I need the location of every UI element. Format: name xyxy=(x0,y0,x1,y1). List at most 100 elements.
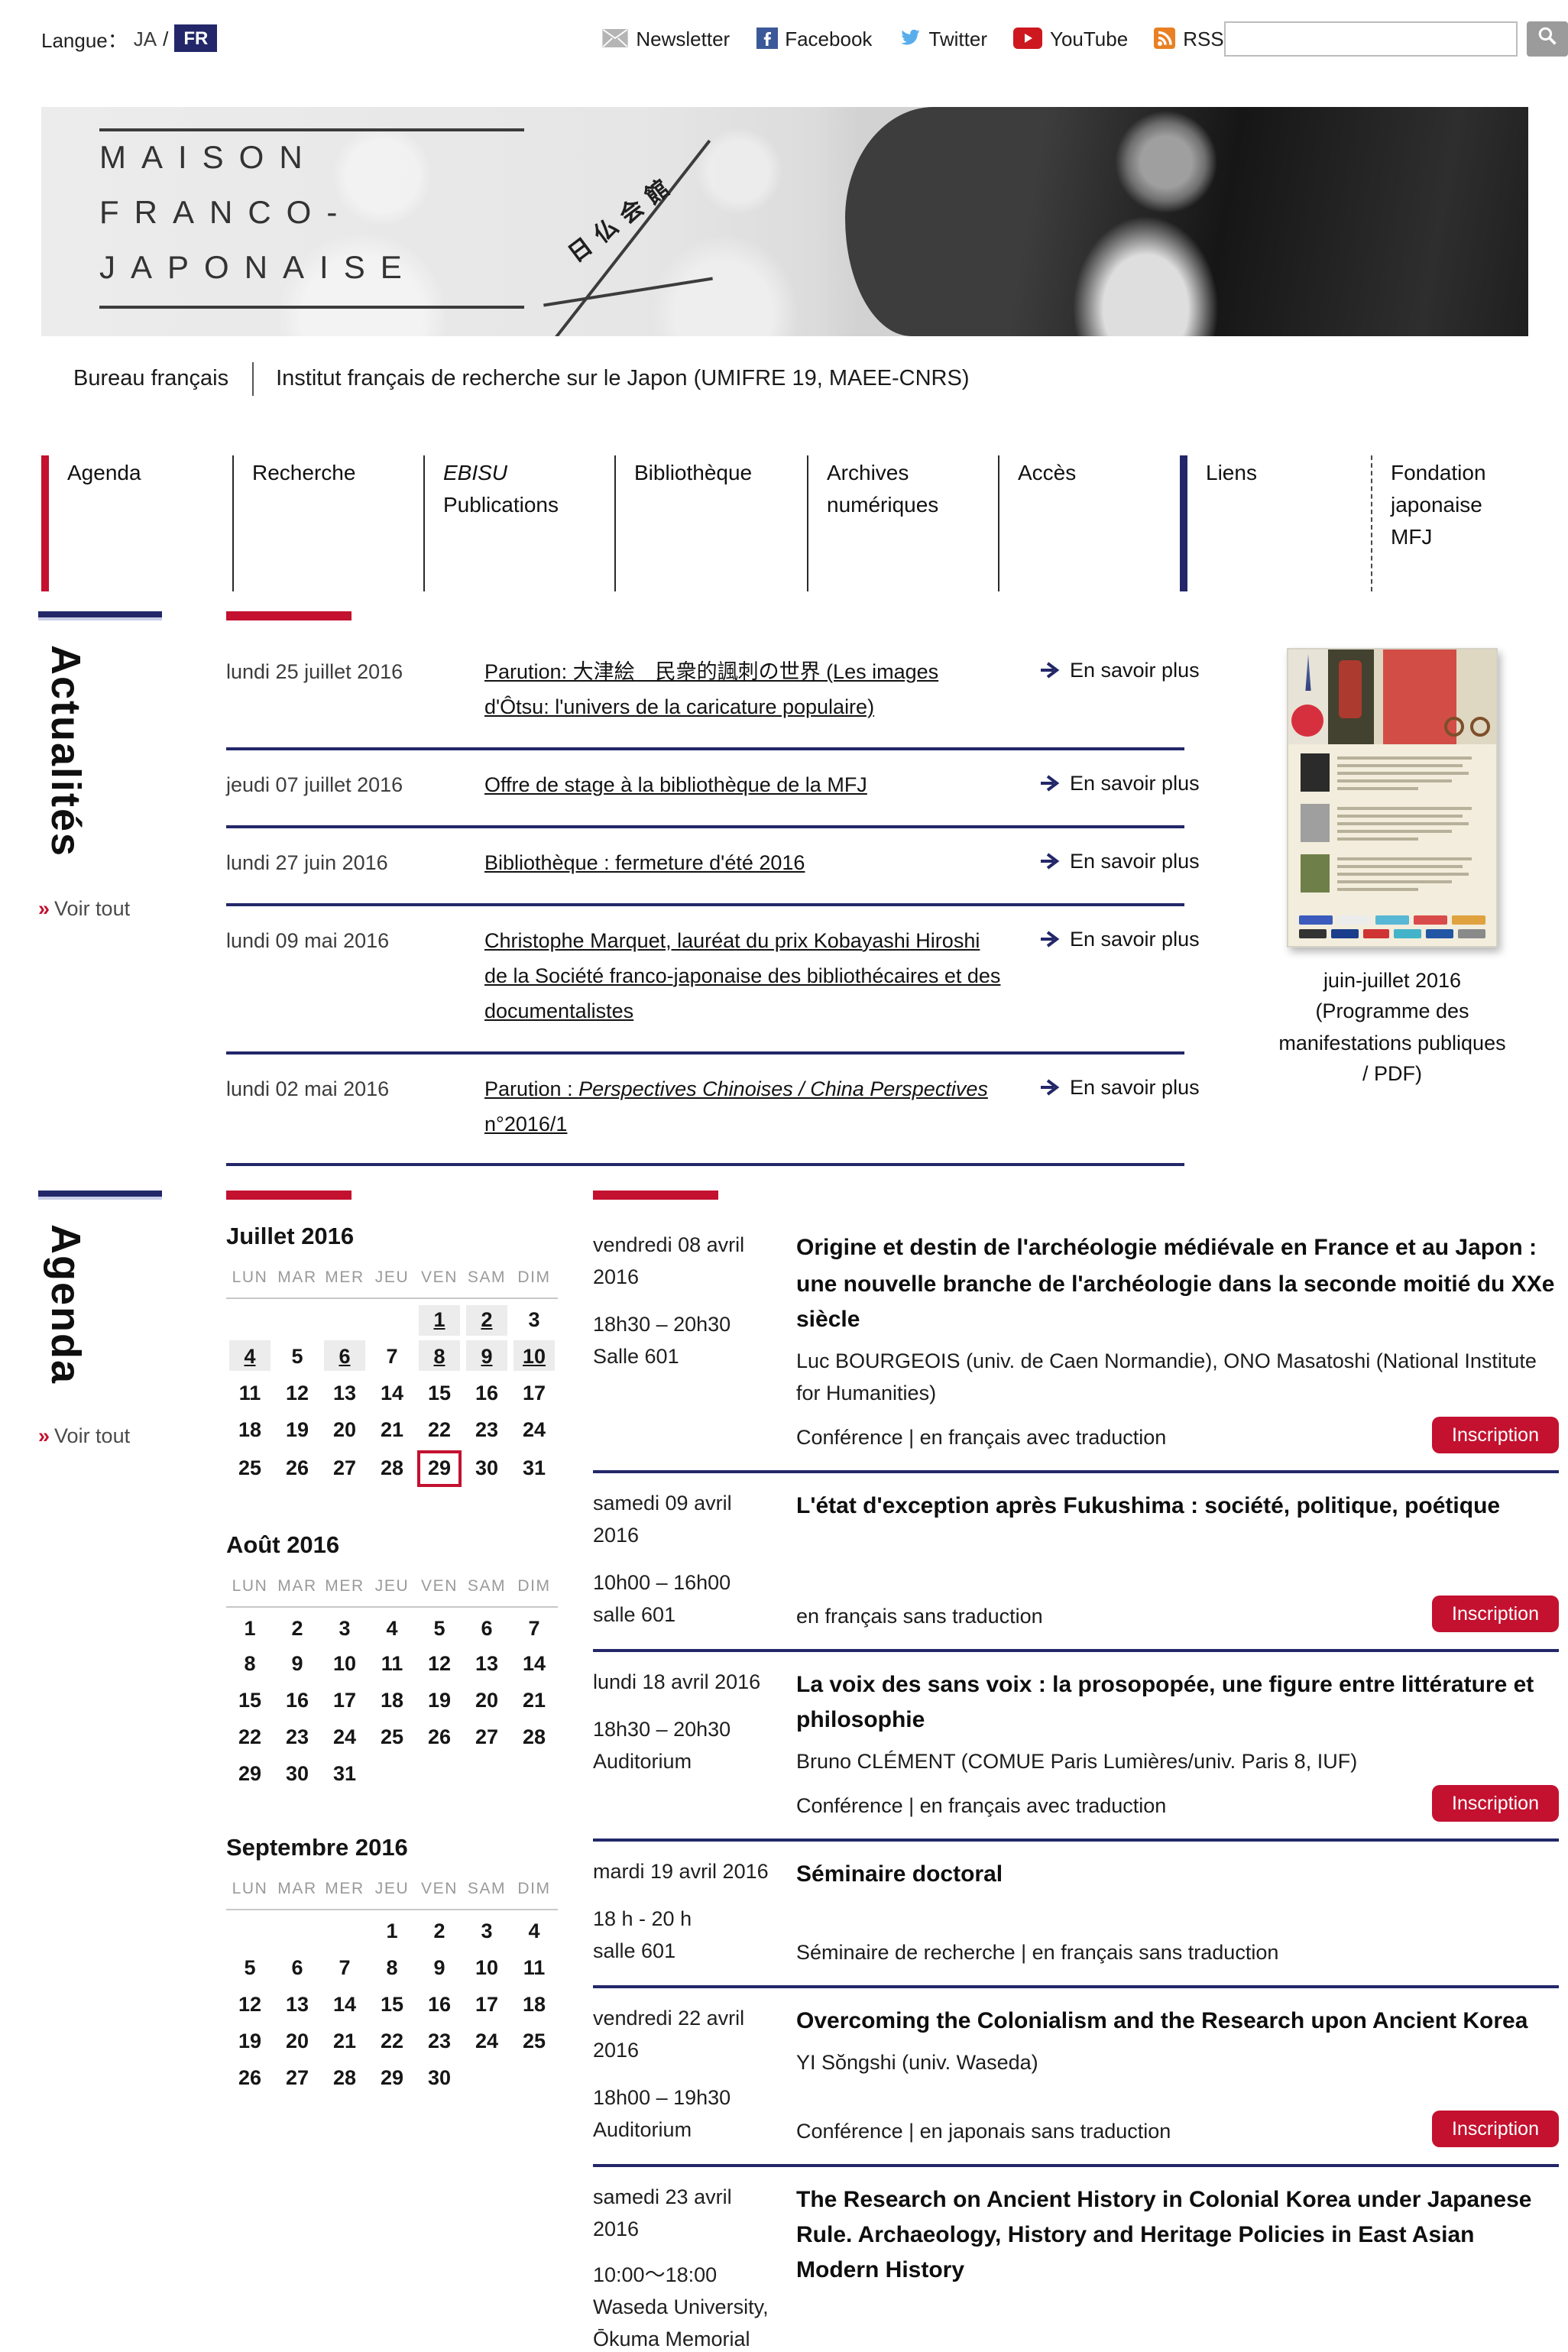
newsletter-link[interactable]: Newsletter xyxy=(602,27,730,50)
nav-item-label: EBISU xyxy=(443,460,508,484)
calendar-day: 16 xyxy=(475,1381,499,1404)
event-title-link[interactable]: Séminaire doctoral xyxy=(796,1861,1003,1888)
news-more-link[interactable]: En savoir plus xyxy=(1041,772,1200,795)
calendar-day: 18 xyxy=(380,1689,404,1712)
voir-tout-link-agenda[interactable]: » Voir tout xyxy=(38,1425,226,1448)
calendar-table: LUN MAR MER JEU VEN SAM DIM 1 2 3 4 5 6 7 8 9 10 11 12 13 14… xyxy=(226,1265,558,1487)
event-body: L'état d'exception après Fukushima : soc… xyxy=(796,1489,1559,1632)
search-input[interactable] xyxy=(1223,21,1518,56)
event-meta: vendredi 22 avril 2016 18h00 – 19h30 Audit… xyxy=(593,2004,796,2146)
news-more-label: En savoir plus xyxy=(1070,927,1200,951)
inscription-button[interactable]: Inscription xyxy=(1432,1595,1559,1632)
calendar-day[interactable]: 6 xyxy=(324,1340,365,1372)
calendar-day: 27 xyxy=(475,1725,499,1749)
calendar-day: 16 xyxy=(427,1992,452,2016)
nav-item-ebisu[interactable]: EBISU Publications xyxy=(423,455,614,591)
program-poster-image[interactable] xyxy=(1287,648,1498,948)
event-speaker: Bruno CLÉMENT (COMUE Paris Lumières/univ… xyxy=(796,1750,1358,1774)
calendar-day: 11 xyxy=(523,1955,546,1979)
news-column: lundi 25 juillet 2016 Parution: 大津絵 民衆的諷刺… xyxy=(226,611,1200,1167)
calendar-day: 4 xyxy=(386,1616,398,1640)
section-bar-red xyxy=(226,611,352,620)
inscription-button[interactable]: Inscription xyxy=(1432,1417,1559,1454)
event-info-row: Conférence | en japonais sans traduction… xyxy=(796,2110,1559,2147)
event-row: lundi 18 avril 2016 18h30 – 20h30 Auditori… xyxy=(593,1651,1559,1842)
news-title-link[interactable]: Christophe Marquet, lauréat du prix Koba… xyxy=(484,929,1000,1022)
nav-item-agenda[interactable]: Agenda xyxy=(41,455,232,591)
language-ja-link[interactable]: JA xyxy=(133,27,157,50)
news-more-link[interactable]: En savoir plus xyxy=(1041,659,1200,682)
voir-tout-link-actualites[interactable]: » Voir tout xyxy=(38,897,226,920)
news-title-link[interactable]: Offre de stage à la bibliothèque de la M… xyxy=(484,773,867,796)
event-title-link[interactable]: The Research on Ancient History in Colon… xyxy=(796,2186,1532,2284)
nav-item-label: MFJ xyxy=(1391,524,1433,549)
calendar-day: 25 xyxy=(238,1456,262,1480)
facebook-label: Facebook xyxy=(785,27,873,50)
calendar-day[interactable]: 2 xyxy=(466,1304,507,1336)
event-date: vendredi 22 avril 2016 xyxy=(593,2006,745,2062)
rss-link[interactable]: RSS xyxy=(1154,27,1224,50)
event-title-link[interactable]: Origine et destin de l'archéologie médié… xyxy=(796,1235,1555,1333)
news-title-link[interactable]: Parution : Perspectives Chinoises / Chin… xyxy=(484,1077,988,1135)
nav-item-fondation[interactable]: Fondation japonaise MFJ xyxy=(1371,455,1557,591)
event-title-link[interactable]: Overcoming the Colonialism and the Resea… xyxy=(796,2007,1528,2034)
news-title-link[interactable]: Bibliothèque : fermeture d'été 2016 xyxy=(484,851,805,874)
calendar-day: 12 xyxy=(427,1652,452,1676)
calendar-septembre-2016: Septembre 2016 LUN MAR MER JEU VEN SAM DIM 1 2 3 4 5… xyxy=(226,1836,558,2094)
logo-rule-bottom xyxy=(99,306,524,309)
news-more-link[interactable]: En savoir plus xyxy=(1041,928,1200,951)
nav-item-acces[interactable]: Accès xyxy=(998,455,1180,591)
calendar-day: 23 xyxy=(427,2029,452,2052)
weekday-header: VEN xyxy=(416,1265,463,1300)
calendar-table: LUN MAR MER JEU VEN SAM DIM 1 2 3 4 5 6 7 8 9 10 11 12 13 14… xyxy=(226,1877,558,2094)
nav-item-label: numériques xyxy=(827,492,939,517)
news-more-link[interactable]: En savoir plus xyxy=(1041,850,1200,873)
search-box xyxy=(1223,21,1568,56)
calendar-day: 21 xyxy=(522,1689,546,1712)
calendar-day: 4 xyxy=(528,1920,540,1943)
calendar-day[interactable]: 9 xyxy=(466,1340,507,1372)
facebook-link[interactable]: Facebook xyxy=(756,27,872,50)
youtube-link[interactable]: YouTube xyxy=(1013,27,1128,50)
calendar-column: Juillet 2016 LUN MAR MER JEU VEN SAM DIM 1 2 3 4 5 6 7… xyxy=(226,1191,558,2094)
calendar-day: 24 xyxy=(332,1725,357,1749)
calendar-day: 27 xyxy=(285,2065,309,2089)
news-more-link[interactable]: En savoir plus xyxy=(1041,1075,1200,1098)
calendar-title: Septembre 2016 xyxy=(226,1835,408,1862)
calendar-day: 18 xyxy=(238,1417,262,1441)
twitter-icon xyxy=(898,28,921,49)
calendar-day: 20 xyxy=(285,2029,309,2052)
logo-line-3: JAPONAISE xyxy=(99,251,417,286)
calendar-day: 29 xyxy=(380,2065,404,2089)
nav-item-bibliotheque[interactable]: Bibliothèque xyxy=(614,455,807,591)
news-title-cell: Parution : Perspectives Chinoises / Chin… xyxy=(484,1072,1041,1142)
calendar-day[interactable]: 1 xyxy=(419,1304,460,1336)
calendar-day: 23 xyxy=(285,1725,309,1749)
twitter-link[interactable]: Twitter xyxy=(898,27,987,50)
event-list: vendredi 08 avril 2016 18h30 – 20h30 Salle… xyxy=(593,1216,1559,2352)
inscription-button[interactable]: Inscription xyxy=(1432,2110,1559,2147)
calendar-day: 12 xyxy=(238,1992,262,2016)
event-row: vendredi 08 avril 2016 18h30 – 20h30 Salle… xyxy=(593,1216,1559,1474)
weekday-header: LUN xyxy=(226,1573,274,1608)
search-button[interactable] xyxy=(1526,21,1568,56)
poster-row xyxy=(1301,804,1484,845)
calendar-day[interactable]: 8 xyxy=(419,1340,460,1372)
event-title-link[interactable]: L'état d'exception après Fukushima : soc… xyxy=(796,1493,1501,1520)
calendar-day: 18 xyxy=(522,1992,546,2016)
voir-tout-label: Voir tout xyxy=(54,897,131,921)
calendar-aout-2016: Août 2016 LUN MAR MER JEU VEN SAM DIM 1 2 3 4 5 6 7 8 9 1… xyxy=(226,1533,558,1790)
calendar-day: 28 xyxy=(522,1725,546,1749)
nav-item-recherche[interactable]: Recherche xyxy=(232,455,423,591)
site-logo[interactable]: MAISON FRANCO- JAPONAISE xyxy=(99,128,558,309)
calendar-day[interactable]: 4 xyxy=(229,1340,271,1372)
language-fr-link[interactable]: FR xyxy=(174,24,218,52)
news-title-link[interactable]: Parution: 大津絵 民衆的諷刺の世界 (Les images d'Ôts… xyxy=(484,660,938,718)
nav-item-liens[interactable]: Liens xyxy=(1180,455,1371,591)
calendar-day: 20 xyxy=(332,1417,357,1441)
event-title-link[interactable]: La voix des sans voix : la prosopopée, u… xyxy=(796,1671,1534,1733)
inscription-button[interactable]: Inscription xyxy=(1432,1785,1559,1822)
nav-item-archives[interactable]: Archives numériques xyxy=(807,455,998,591)
calendar-day[interactable]: 10 xyxy=(513,1340,555,1372)
